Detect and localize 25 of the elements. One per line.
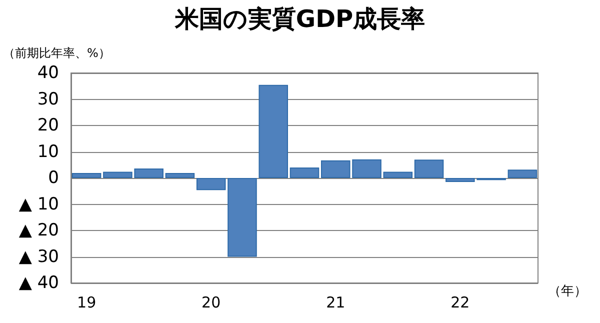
bar bbox=[258, 84, 288, 178]
bar bbox=[414, 160, 444, 178]
bar bbox=[196, 178, 226, 190]
bar bbox=[72, 173, 102, 178]
y-tick-label: 40 bbox=[37, 63, 59, 83]
y-tick-label: ▲ 40 bbox=[18, 273, 59, 293]
x-tick-label: 19 bbox=[77, 294, 96, 312]
chart-title: 米国の実質GDP成長率 bbox=[174, 5, 426, 33]
x-tick-label: 20 bbox=[202, 294, 221, 312]
y-tick-label: 10 bbox=[37, 142, 59, 162]
x-tick-label: 21 bbox=[326, 294, 346, 312]
bar bbox=[508, 170, 538, 178]
y-tick-label: ▲ 10 bbox=[18, 194, 59, 214]
y-axis-title: （前期比年率、%） bbox=[3, 46, 110, 60]
bar bbox=[228, 178, 257, 257]
y-tick-label: 30 bbox=[37, 89, 59, 110]
bar bbox=[383, 172, 413, 178]
x-axis-title: （年） bbox=[548, 284, 587, 299]
y-tick-label: ▲ 30 bbox=[18, 246, 59, 267]
y-tick-label: 0 bbox=[48, 168, 59, 188]
bar bbox=[290, 168, 320, 178]
x-tick-label: 22 bbox=[450, 294, 470, 312]
y-tick-label: ▲ 20 bbox=[18, 220, 59, 240]
bar bbox=[165, 173, 195, 178]
y-tick-label: 20 bbox=[37, 116, 59, 136]
